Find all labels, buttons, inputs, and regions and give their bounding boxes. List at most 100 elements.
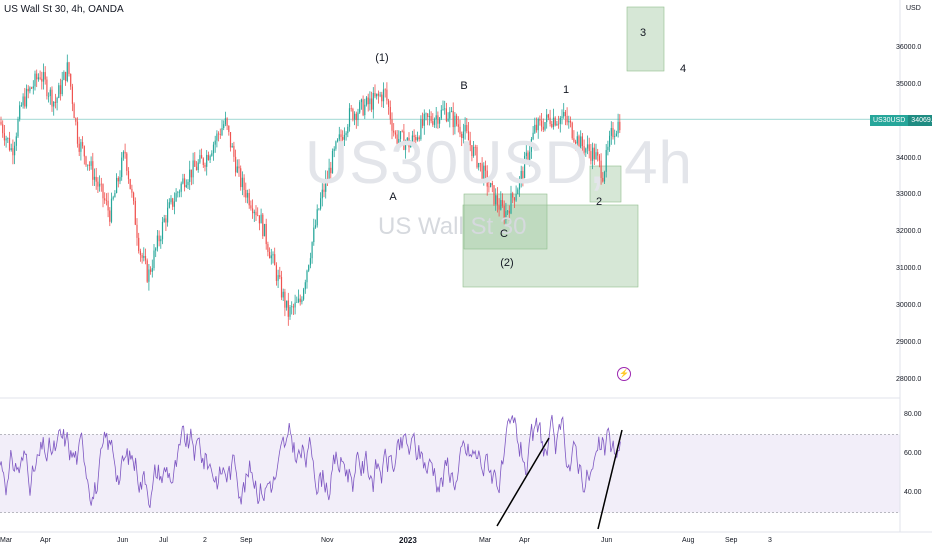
- candle-body: [382, 89, 385, 102]
- candle-body: [109, 210, 111, 222]
- candle-body: [102, 184, 104, 199]
- wave-label: A: [389, 191, 397, 203]
- candle-body: [547, 114, 549, 118]
- lightning-icon[interactable]: ⚡: [617, 367, 631, 381]
- candle-body: [607, 146, 609, 151]
- candle-body: [561, 116, 563, 118]
- candle-body: [422, 119, 424, 126]
- candle-body: [246, 192, 249, 198]
- candle-body: [46, 79, 48, 97]
- candle-body: [333, 148, 335, 151]
- candle-body: [53, 101, 55, 107]
- candle-body: [367, 97, 369, 105]
- candle-body: [144, 256, 147, 261]
- candle-body: [59, 85, 62, 95]
- candle-body: [405, 142, 407, 150]
- candle-body: [15, 136, 17, 146]
- candle-body: [121, 157, 123, 178]
- candle-body: [592, 147, 594, 161]
- price-tag-value: 34069.9: [908, 115, 932, 126]
- candle-body: [365, 97, 368, 105]
- candle-body: [321, 189, 323, 199]
- candle-body: [223, 124, 225, 129]
- candle-body: [500, 200, 502, 210]
- candle-body: [138, 237, 140, 251]
- candle-body: [163, 218, 165, 222]
- y-tick-label: 32000.0: [896, 228, 922, 235]
- candle-body: [420, 119, 422, 140]
- candle-body: [31, 87, 33, 89]
- candle-body: [173, 201, 175, 207]
- candle-body: [425, 113, 427, 115]
- candle-body: [207, 154, 209, 160]
- candle-body: [464, 125, 466, 132]
- candle-body: [546, 114, 548, 123]
- candle-body: [503, 205, 505, 220]
- candle-body: [61, 79, 63, 95]
- candle-body: [44, 72, 46, 80]
- wave-label: C: [500, 228, 508, 240]
- candle-body: [279, 275, 281, 278]
- candle-body: [27, 88, 29, 92]
- candle-body: [408, 137, 410, 148]
- candle-body: [170, 198, 172, 203]
- candle-body: [444, 108, 446, 110]
- candle-body: [19, 105, 21, 120]
- candle-body: [134, 201, 136, 225]
- candle-body: [212, 144, 215, 154]
- candle-body: [484, 165, 487, 171]
- candle-body: [348, 108, 351, 127]
- candle-body: [175, 193, 177, 202]
- candle-body: [350, 108, 352, 109]
- candle-body: [177, 192, 179, 194]
- x-tick-label: Jul: [159, 537, 168, 544]
- candle-body: [449, 111, 451, 119]
- candle-body: [286, 300, 288, 308]
- rsi-line: [0, 414, 621, 509]
- candle-body: [525, 152, 527, 157]
- candle-body: [343, 134, 345, 140]
- candle-body: [136, 224, 138, 238]
- candle-body: [297, 298, 300, 303]
- wave-label: (1): [375, 52, 389, 64]
- candle-body: [12, 148, 14, 156]
- candle-body: [416, 137, 419, 141]
- x-tick-label: Apr: [519, 537, 530, 544]
- candle-body: [488, 186, 490, 188]
- candle-body: [158, 235, 160, 242]
- candle-body: [427, 113, 429, 118]
- candle-body: [110, 198, 113, 222]
- candle-body: [270, 255, 272, 259]
- candle-body: [362, 99, 364, 116]
- candle-body: [127, 170, 130, 180]
- candle-body: [597, 152, 599, 156]
- candle-body: [432, 121, 434, 125]
- candle-body: [602, 177, 604, 182]
- candle-body: [7, 138, 9, 139]
- candle-body: [563, 112, 565, 117]
- x-tick-label: 3: [768, 537, 772, 544]
- candle-body: [206, 154, 208, 167]
- candle-body: [575, 141, 577, 144]
- candle-body: [490, 183, 492, 188]
- candle-body: [299, 298, 301, 303]
- candle-body: [486, 170, 488, 187]
- x-tick-label: Sep: [240, 537, 253, 544]
- candle-body: [252, 208, 254, 214]
- candle-body: [272, 254, 274, 256]
- candle-body: [381, 94, 383, 102]
- x-tick-label: Apr: [40, 537, 51, 544]
- candle-body: [284, 291, 286, 308]
- candle-body: [619, 121, 621, 131]
- candle-body: [532, 132, 534, 140]
- candle-body: [308, 265, 310, 271]
- candle-body: [184, 178, 186, 188]
- candle-body: [146, 260, 148, 282]
- candle-body: [49, 89, 51, 96]
- candle-body: [189, 169, 191, 182]
- candle-body: [107, 200, 109, 211]
- candle-body: [609, 135, 611, 147]
- candle-body: [83, 146, 85, 157]
